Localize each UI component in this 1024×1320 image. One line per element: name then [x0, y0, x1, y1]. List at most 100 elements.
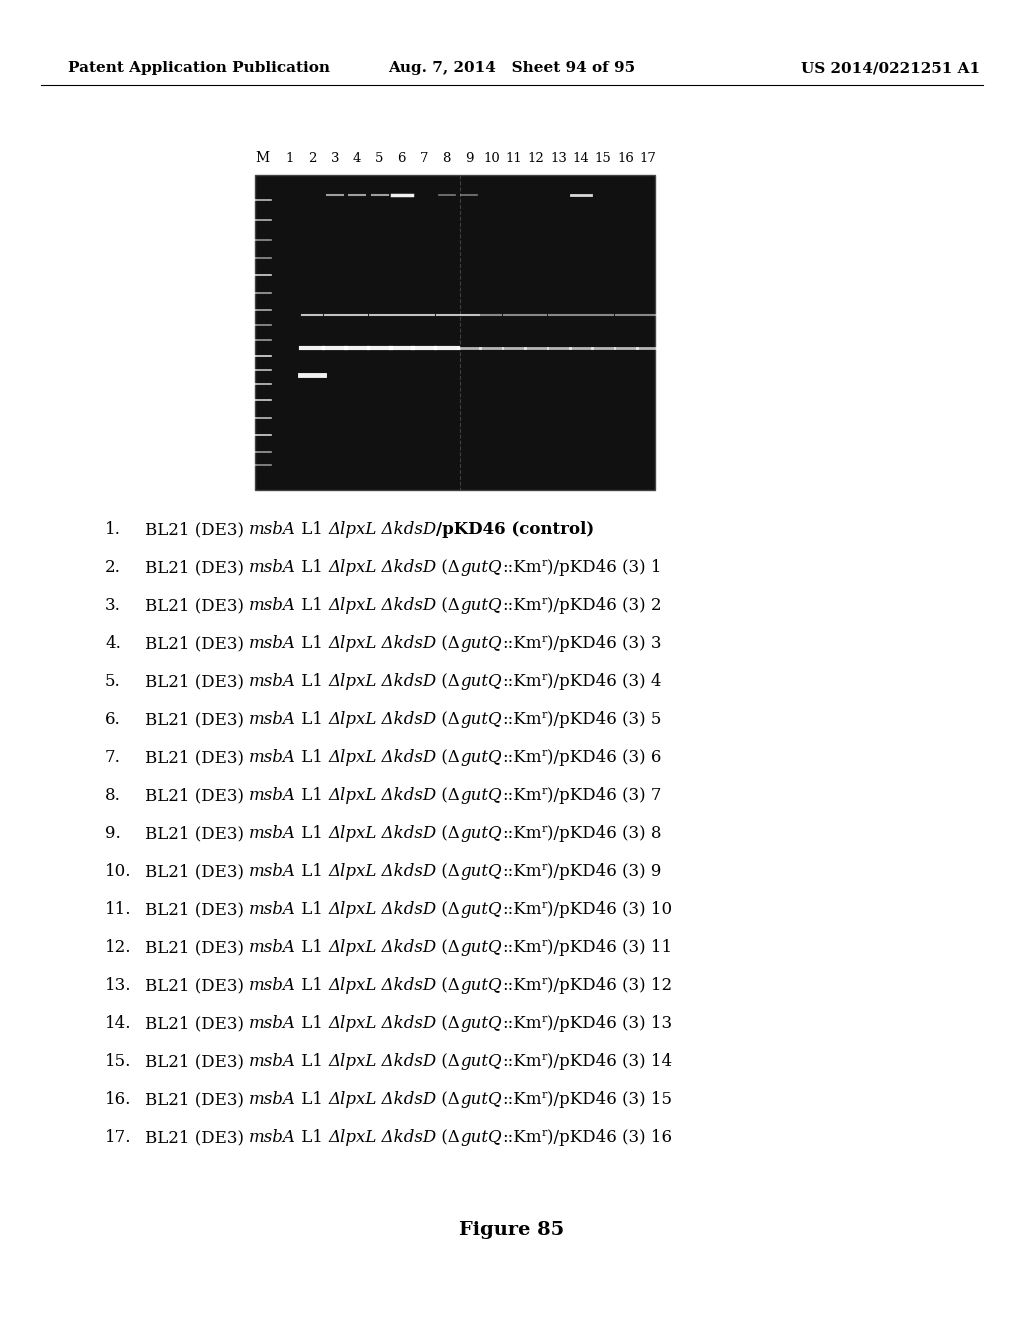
Text: Aug. 7, 2014   Sheet 94 of 95: Aug. 7, 2014 Sheet 94 of 95: [388, 61, 636, 75]
Text: BL21 (DE3): BL21 (DE3): [145, 598, 249, 615]
Text: )/pKD46 (3) 9: )/pKD46 (3) 9: [547, 863, 662, 880]
Text: BL21 (DE3): BL21 (DE3): [145, 635, 249, 652]
Text: ::Km: ::Km: [502, 1053, 542, 1071]
Text: msbA: msbA: [249, 635, 296, 652]
Text: gutQ: gutQ: [460, 902, 502, 919]
Text: r: r: [542, 1129, 547, 1138]
Text: ΔlpxL ΔkdsD: ΔlpxL ΔkdsD: [329, 825, 436, 842]
Text: ΔlpxL ΔkdsD: ΔlpxL ΔkdsD: [329, 711, 436, 729]
Text: L1: L1: [296, 1092, 329, 1109]
Bar: [255, 176, 655, 490]
Text: )/pKD46 (3) 3: )/pKD46 (3) 3: [547, 635, 662, 652]
Text: ::Km: ::Km: [502, 788, 542, 804]
Text: BL21 (DE3): BL21 (DE3): [145, 1015, 249, 1032]
Text: gutQ: gutQ: [460, 978, 502, 994]
Text: msbA: msbA: [249, 673, 296, 690]
Text: )/pKD46 (3) 5: )/pKD46 (3) 5: [547, 711, 662, 729]
Text: L1: L1: [296, 750, 329, 767]
Text: )/pKD46 (3) 8: )/pKD46 (3) 8: [547, 825, 662, 842]
Text: BL21 (DE3): BL21 (DE3): [145, 863, 249, 880]
Text: L1: L1: [296, 711, 329, 729]
Text: r: r: [542, 975, 547, 986]
Text: msbA: msbA: [249, 521, 296, 539]
Text: ::Km: ::Km: [502, 940, 542, 957]
Text: r: r: [542, 597, 547, 606]
Text: 8.: 8.: [105, 788, 121, 804]
Text: ::Km: ::Km: [502, 598, 542, 615]
Text: BL21 (DE3): BL21 (DE3): [145, 750, 249, 767]
Text: )/pKD46 (3) 11: )/pKD46 (3) 11: [547, 940, 672, 957]
Text: 5: 5: [376, 152, 384, 165]
Text: ::Km: ::Km: [502, 902, 542, 919]
Text: msbA: msbA: [249, 711, 296, 729]
Text: /pKD46 (control): /pKD46 (control): [436, 521, 595, 539]
Text: )/pKD46 (3) 16: )/pKD46 (3) 16: [547, 1130, 672, 1147]
Text: (Δ: (Δ: [436, 788, 460, 804]
Text: gutQ: gutQ: [460, 825, 502, 842]
Text: BL21 (DE3): BL21 (DE3): [145, 1092, 249, 1109]
Text: gutQ: gutQ: [460, 1092, 502, 1109]
Text: (Δ: (Δ: [436, 750, 460, 767]
Text: BL21 (DE3): BL21 (DE3): [145, 1130, 249, 1147]
Text: ΔlpxL ΔkdsD: ΔlpxL ΔkdsD: [329, 902, 436, 919]
Text: 1.: 1.: [105, 521, 121, 539]
Text: ::Km: ::Km: [502, 673, 542, 690]
Text: BL21 (DE3): BL21 (DE3): [145, 940, 249, 957]
Text: msbA: msbA: [249, 1053, 296, 1071]
Text: gutQ: gutQ: [460, 940, 502, 957]
Text: (Δ: (Δ: [436, 635, 460, 652]
Text: L1: L1: [296, 635, 329, 652]
Text: 17: 17: [640, 152, 656, 165]
Text: )/pKD46 (3) 4: )/pKD46 (3) 4: [547, 673, 662, 690]
Text: )/pKD46 (3) 2: )/pKD46 (3) 2: [547, 598, 662, 615]
Text: L1: L1: [296, 788, 329, 804]
Text: gutQ: gutQ: [460, 673, 502, 690]
Text: L1: L1: [296, 978, 329, 994]
Text: ::Km: ::Km: [502, 560, 542, 577]
Text: 13: 13: [550, 152, 567, 165]
Text: msbA: msbA: [249, 825, 296, 842]
Text: msbA: msbA: [249, 978, 296, 994]
Text: 10.: 10.: [105, 863, 131, 880]
Text: L1: L1: [296, 940, 329, 957]
Text: gutQ: gutQ: [460, 863, 502, 880]
Text: )/pKD46 (3) 7: )/pKD46 (3) 7: [547, 788, 662, 804]
Text: US 2014/0221251 A1: US 2014/0221251 A1: [801, 61, 980, 75]
Text: ::Km: ::Km: [502, 635, 542, 652]
Text: ΔlpxL ΔkdsD: ΔlpxL ΔkdsD: [329, 1015, 436, 1032]
Text: BL21 (DE3): BL21 (DE3): [145, 978, 249, 994]
Text: 16.: 16.: [105, 1092, 131, 1109]
Text: 14: 14: [572, 152, 589, 165]
Text: r: r: [542, 1090, 547, 1100]
Text: gutQ: gutQ: [460, 1130, 502, 1147]
Text: ΔlpxL ΔkdsD: ΔlpxL ΔkdsD: [329, 635, 436, 652]
Text: r: r: [542, 1014, 547, 1024]
Text: 10: 10: [483, 152, 500, 165]
Text: (Δ: (Δ: [436, 1015, 460, 1032]
Text: 11: 11: [506, 152, 522, 165]
Text: ::Km: ::Km: [502, 825, 542, 842]
Text: gutQ: gutQ: [460, 560, 502, 577]
Text: 15: 15: [595, 152, 611, 165]
Text: L1: L1: [296, 521, 329, 539]
Text: ΔlpxL ΔkdsD: ΔlpxL ΔkdsD: [329, 978, 436, 994]
Text: )/pKD46 (3) 12: )/pKD46 (3) 12: [547, 978, 672, 994]
Text: 13.: 13.: [105, 978, 131, 994]
Text: msbA: msbA: [249, 1015, 296, 1032]
Text: r: r: [542, 862, 547, 873]
Text: msbA: msbA: [249, 940, 296, 957]
Text: msbA: msbA: [249, 863, 296, 880]
Text: ΔlpxL ΔkdsD: ΔlpxL ΔkdsD: [329, 863, 436, 880]
Text: (Δ: (Δ: [436, 560, 460, 577]
Text: (Δ: (Δ: [436, 902, 460, 919]
Text: 6.: 6.: [105, 711, 121, 729]
Text: msbA: msbA: [249, 598, 296, 615]
Text: 2: 2: [308, 152, 316, 165]
Text: 15.: 15.: [105, 1053, 131, 1071]
Text: BL21 (DE3): BL21 (DE3): [145, 711, 249, 729]
Text: ::Km: ::Km: [502, 1015, 542, 1032]
Text: BL21 (DE3): BL21 (DE3): [145, 788, 249, 804]
Text: 9.: 9.: [105, 825, 121, 842]
Text: Figure 85: Figure 85: [460, 1221, 564, 1239]
Text: L1: L1: [296, 1053, 329, 1071]
